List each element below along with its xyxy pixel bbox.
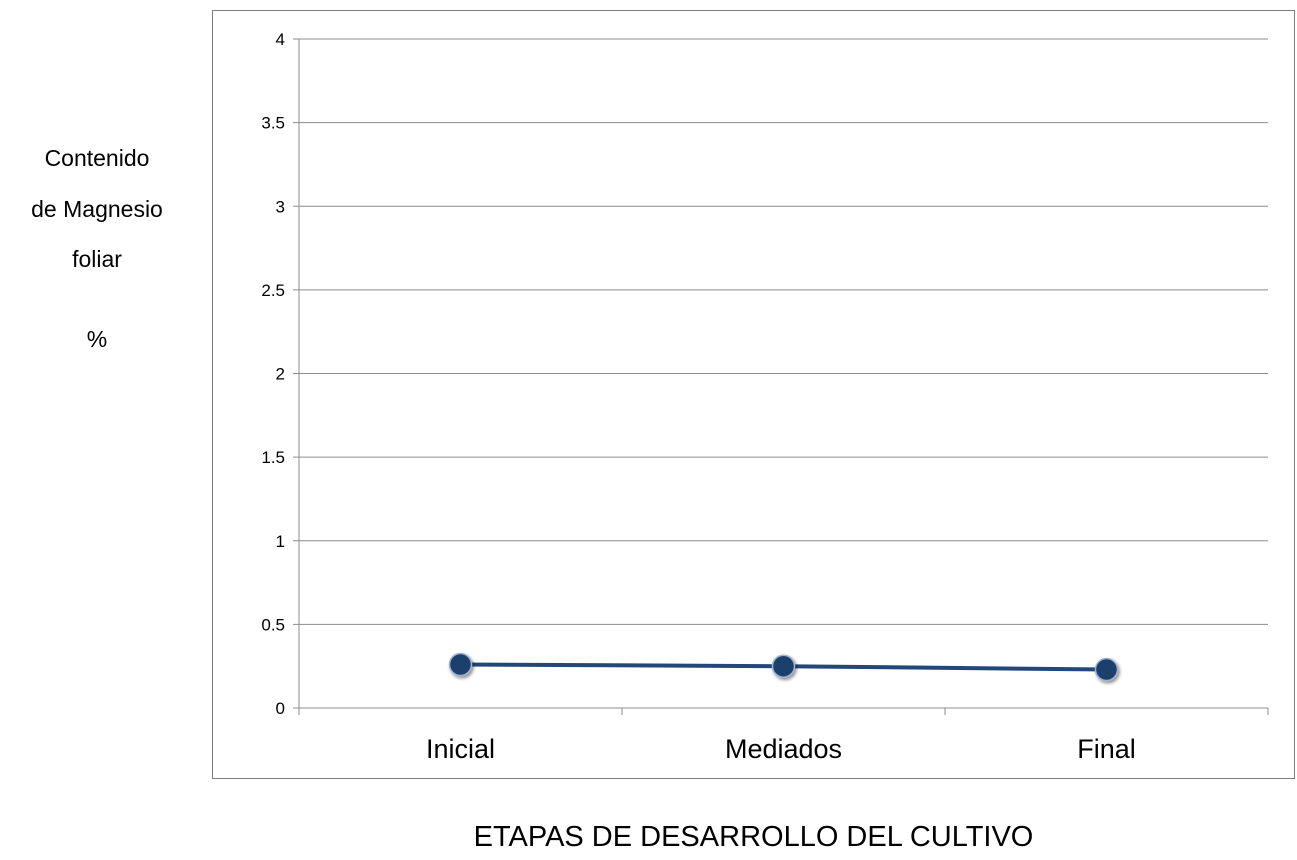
gridlines (299, 38, 1268, 625)
y-axis-title-line-1: Contenido (44, 145, 150, 171)
x-tick-label: Mediados (725, 734, 842, 764)
data-point (1094, 657, 1119, 682)
y-tick-labels: 0 0.5 1 1.5 2 2.5 3 3.5 4 (261, 30, 285, 718)
chart-area: 0 0.5 1 1.5 2 2.5 3 3.5 4 Inicial Mediados Final (212, 10, 1295, 779)
y-axis-title-line-2: de Magnesio (31, 196, 163, 222)
data-point (771, 654, 796, 678)
line-chart: 0 0.5 1 1.5 2 2.5 3 3.5 4 Inicial Mediados Final (261, 30, 1269, 764)
series (448, 652, 1119, 682)
x-tick-labels: Inicial Mediados Final (426, 734, 1136, 764)
y-tick-label: 3 (276, 197, 285, 216)
y-axis-title-line-4: % (86, 326, 108, 352)
y-tick-label: 2.5 (261, 281, 285, 300)
y-tick-label: 1.5 (261, 448, 285, 467)
y-tick-label: 3.5 (261, 114, 285, 133)
axes (293, 38, 1269, 715)
data-point (448, 652, 473, 677)
y-axis-title-line-3: foliar (72, 246, 122, 272)
y-tick-label: 1 (276, 532, 285, 551)
y-tick-label: 4 (276, 30, 285, 49)
y-tick-label: 2 (276, 365, 285, 384)
x-tick-label: Final (1077, 734, 1136, 764)
x-axis-title: ETAPAS DE DESARROLLO DEL CULTIVO (473, 821, 1034, 853)
y-tick-label: 0 (276, 699, 285, 718)
x-tick-label: Inicial (426, 734, 495, 764)
y-tick-label: 0.5 (261, 615, 285, 634)
